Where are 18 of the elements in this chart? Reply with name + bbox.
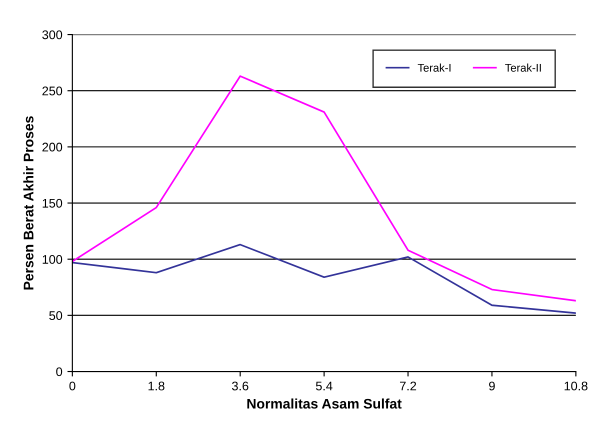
y-tick-label: 250 xyxy=(42,86,62,96)
y-tick-label: 300 xyxy=(42,30,62,40)
y-tick-label: 150 xyxy=(42,198,62,208)
x-tick-label: 9 xyxy=(489,382,495,390)
legend-label: Terak-I xyxy=(418,64,450,72)
x-tick-label: 10.8 xyxy=(564,382,588,390)
legend-label: Terak-II xyxy=(505,64,541,72)
x-tick-label: 1.8 xyxy=(148,382,164,390)
x-tick-label: 7.2 xyxy=(400,382,416,390)
y-axis-title: Persen Berat Akhir Proses xyxy=(23,116,34,290)
x-axis-title: Normalitas Asam Sulfat xyxy=(247,398,402,409)
x-tick-label: 3.6 xyxy=(232,382,248,390)
x-tick-label: 0 xyxy=(69,382,76,390)
y-tick-label: 0 xyxy=(56,367,62,376)
x-tick-label: 5.4 xyxy=(316,382,332,390)
y-tick-label: 100 xyxy=(42,255,62,264)
y-tick-label: 50 xyxy=(49,311,62,320)
y-tick-label: 200 xyxy=(42,142,62,152)
